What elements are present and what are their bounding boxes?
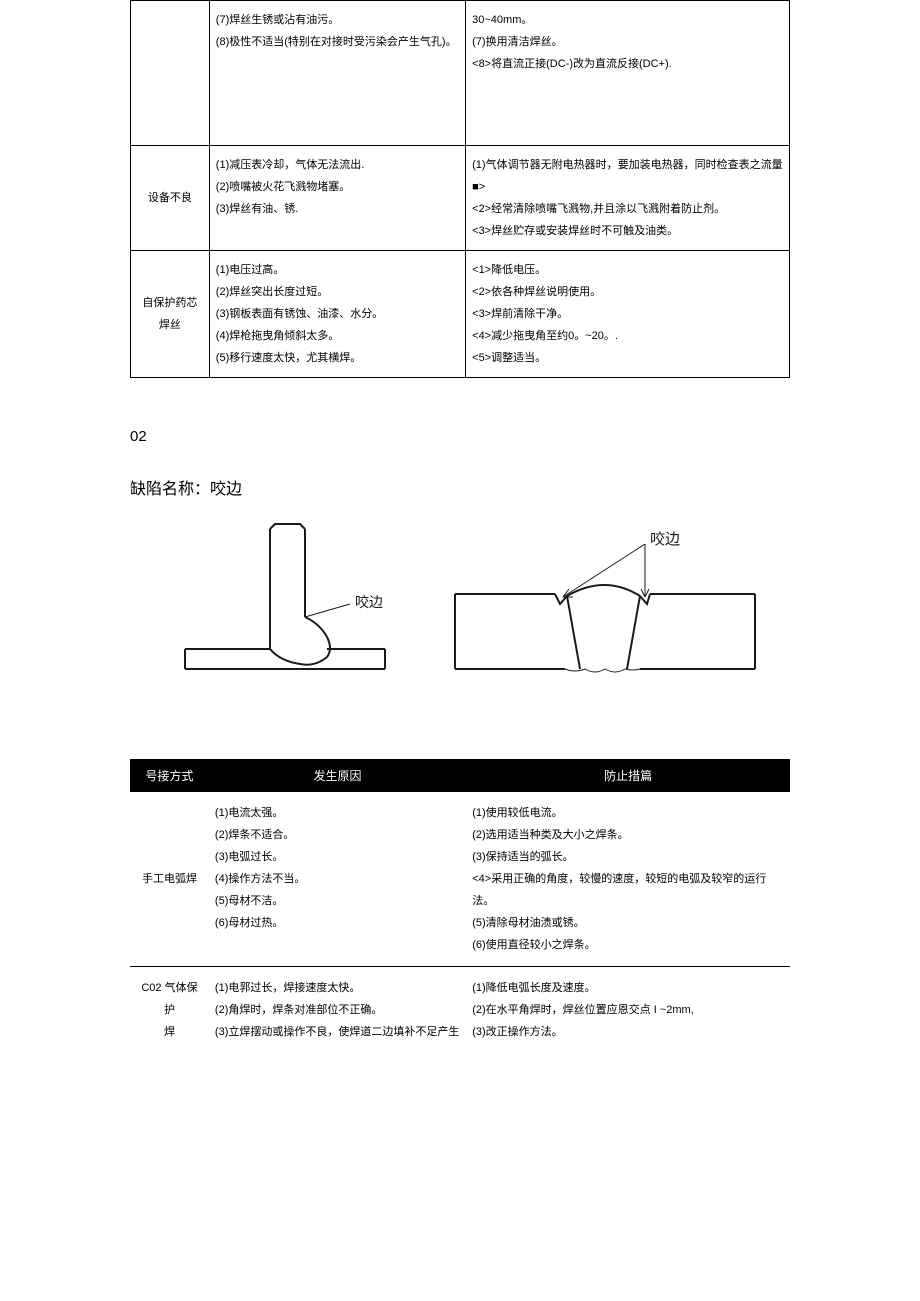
method-cell: 设备不良 [131, 146, 210, 251]
prevention-cell: <1>降低电压。 <2>依各种焊丝说明使用。 <3>焊前清除干净。 <4>减少拖… [466, 251, 790, 378]
prevention-cell: (1)降低电弧长度及速度。 (2)在水平角焊时，焊丝位置应恩交点 I ~2mm,… [466, 967, 790, 1054]
diagram-butt: 咬边 [445, 519, 765, 719]
prevention-cell: (1)使用较低电流。 (2)选用适当种类及大小之焊条。 (3)保持适当的弧长。 … [466, 792, 790, 967]
header-method: 号接方式 [130, 759, 209, 792]
table-text: (1)电郛过长，焊接速度太快。 (2)角焊时，焊条对准部位不正确。 (3)立焊摆… [215, 982, 459, 1038]
prevention-cell: 30~40mm。 (7)换用清洁焊丝。 <8>将直流正接(DC-)改为直流反接(… [466, 1, 790, 146]
cause-cell: (1)电郛过长，焊接速度太快。 (2)角焊时，焊条对准部位不正确。 (3)立焊摆… [209, 967, 466, 1054]
table-text: (1)电流太强。 (2)焊条不适合。 (3)电弧过长。 (4)操作方法不当。 (… [215, 807, 305, 929]
table-text: (1)减压表冷却，气体无法流出. (2)喷嘴被火花飞溅物堵塞。 (3)焊丝有油、… [216, 159, 365, 215]
method-cell [131, 1, 210, 146]
table-text: <1>降低电压。 <2>依各种焊丝说明使用。 <3>焊前清除干净。 <4>减少拖… [472, 264, 618, 364]
table-text: 自保护药芯 焊丝 [142, 297, 197, 331]
table-row: 自保护药芯 焊丝 (1)电压过高。 (2)焊丝突出长度过短。 (3)钢板表面有锈… [131, 251, 790, 378]
diagram-tjoint: 咬边 [155, 519, 415, 719]
causes-table-top: (7)焊丝生锈或沾有油污。 (8)极性不适当(特别在对接时受污染会产生气孔)。 … [130, 0, 790, 378]
header-prevention: 防止措篇 [466, 759, 790, 792]
cause-cell: (1)电压过高。 (2)焊丝突出长度过短。 (3)钢板表面有锈蚀、油漆、水分。 … [209, 251, 465, 378]
table-text: (7)焊丝生锈或沾有油污。 (8)极性不适当(特别在对接时受污染会产生气孔)。 [216, 14, 457, 48]
diagram-label: 咬边 [355, 594, 383, 610]
table-row: C02 气体保护 焊 (1)电郛过长，焊接速度太快。 (2)角焊时，焊条对准部位… [130, 967, 790, 1054]
defect-title: 缺陷名称：咬边 [130, 475, 790, 499]
causes-table-body: 手工电弧焊 (1)电流太强。 (2)焊条不适合。 (3)电弧过长。 (4)操作方… [130, 792, 790, 1053]
header-cause: 发生原因 [209, 759, 467, 792]
table-row: 设备不良 (1)减压表冷却，气体无法流出. (2)喷嘴被火花飞溅物堵塞。 (3)… [131, 146, 790, 251]
prevention-cell: (1)气体调节器无附电热器时，要加装电热器，同时检查表之流量■> <2>经常清除… [466, 146, 790, 251]
table-row: 手工电弧焊 (1)电流太强。 (2)焊条不适合。 (3)电弧过长。 (4)操作方… [130, 792, 790, 967]
table-text: 手工电弧焊 [142, 873, 197, 885]
method-cell: 自保护药芯 焊丝 [131, 251, 210, 378]
causes-table-header: 号接方式 发生原因 防止措篇 [130, 759, 790, 792]
diagram-label: 咬边 [650, 530, 680, 548]
section-number: 02 [130, 428, 790, 445]
table-text: (1)使用较低电流。 (2)选用适当种类及大小之焊条。 (3)保持适当的弧长。 … [472, 807, 766, 951]
table-text: (1)降低电弧长度及速度。 (2)在水平角焊时，焊丝位置应恩交点 I ~2mm,… [472, 982, 694, 1038]
table-text: (1)电压过高。 (2)焊丝突出长度过短。 (3)钢板表面有锈蚀、油漆、水分。 … [216, 264, 383, 364]
table-text: C02 气体保护 焊 [141, 982, 197, 1038]
cause-cell: (7)焊丝生锈或沾有油污。 (8)极性不适当(特别在对接时受污染会产生气孔)。 [209, 1, 465, 146]
table-text: 设备不良 [148, 192, 192, 204]
table-text: (1)气体调节器无附电热器时，要加装电热器，同时检查表之流量■> <2>经常清除… [472, 159, 782, 237]
table-text: 30~40mm。 (7)换用清洁焊丝。 <8>将直流正接(DC-)改为直流反接(… [472, 14, 672, 70]
cause-cell: (1)减压表冷却，气体无法流出. (2)喷嘴被火花飞溅物堵塞。 (3)焊丝有油、… [209, 146, 465, 251]
method-cell: 手工电弧焊 [130, 792, 209, 967]
method-cell: C02 气体保护 焊 [130, 967, 209, 1054]
diagram-container: 咬边 [130, 519, 790, 719]
table-row: (7)焊丝生锈或沾有油污。 (8)极性不适当(特别在对接时受污染会产生气孔)。 … [131, 1, 790, 146]
cause-cell: (1)电流太强。 (2)焊条不适合。 (3)电弧过长。 (4)操作方法不当。 (… [209, 792, 466, 967]
